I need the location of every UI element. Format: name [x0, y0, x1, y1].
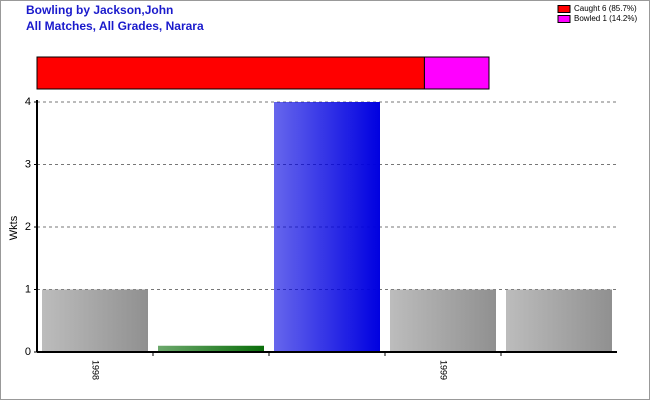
y-tick-label: 4: [25, 96, 31, 108]
legend-label: Caught 6 (85.7%): [574, 4, 637, 13]
bar: [390, 289, 496, 352]
y-tick-label: 0: [25, 346, 31, 358]
stack-segment: [36, 56, 425, 90]
bar: [42, 289, 148, 352]
x-tick-label: 1998: [91, 360, 101, 380]
bar: [506, 289, 612, 352]
legend-label: Bowled 1 (14.2%): [574, 14, 637, 23]
y-tick-label: 3: [25, 158, 31, 170]
chart-title: Bowling by Jackson,John: [26, 3, 173, 17]
x-tick-label: 1999: [439, 360, 449, 380]
bar: [158, 345, 264, 352]
y-axis-label: Wkts: [8, 215, 20, 240]
y-tick-label: 1: [25, 283, 31, 295]
stack-segment: [423, 56, 490, 90]
legend-swatch: [557, 15, 571, 23]
chart-subtitle: All Matches, All Grades, Narara: [26, 19, 204, 33]
y-tick-label: 2: [25, 221, 31, 233]
bar: [274, 102, 380, 352]
legend-swatch: [557, 5, 571, 13]
